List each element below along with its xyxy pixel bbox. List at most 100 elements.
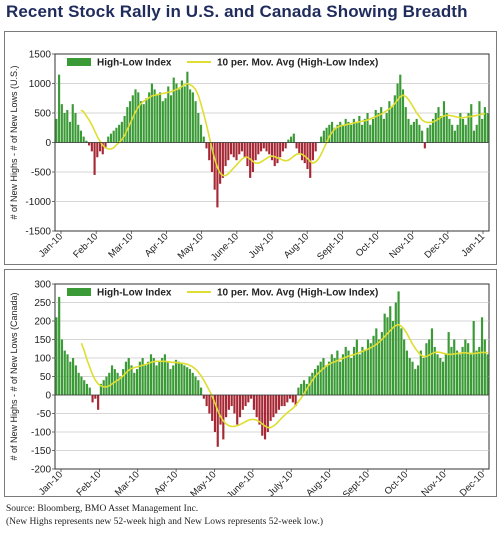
bar [447, 332, 450, 395]
y-tick-label: 50 [40, 372, 52, 383]
bar [235, 142, 238, 161]
bar [436, 354, 439, 395]
legend-label-bars: High-Low Index [97, 58, 172, 69]
bar [224, 142, 227, 167]
bar [158, 361, 161, 395]
bar [186, 71, 189, 143]
bar [363, 118, 366, 143]
bar [241, 395, 244, 410]
bar [233, 395, 236, 414]
bar [339, 121, 342, 143]
bar [320, 136, 323, 143]
bar [380, 107, 383, 143]
y-axis-label: # of New Highs - # of New Lows (Canada) [9, 292, 19, 460]
bar [281, 142, 284, 152]
bar [364, 350, 367, 395]
bar [294, 395, 297, 407]
bar [330, 354, 333, 395]
bar [139, 101, 143, 143]
bar [464, 339, 467, 395]
bar [107, 136, 110, 143]
x-tick-label: May-10 [188, 469, 218, 496]
bar [382, 118, 385, 143]
bar [421, 130, 424, 143]
bar [266, 395, 269, 432]
y-tick-label: 100 [34, 354, 51, 365]
bar [286, 395, 289, 403]
bar [127, 358, 130, 395]
y-tick-label: -150 [31, 446, 51, 457]
bar [483, 339, 486, 395]
bar [467, 113, 470, 143]
bar [251, 142, 254, 172]
bar [291, 395, 294, 403]
bar [325, 365, 328, 395]
bar [430, 328, 434, 395]
bar [194, 101, 197, 143]
bar [358, 354, 361, 395]
bar [352, 118, 355, 143]
x-tick-label: Nov-10 [387, 231, 416, 260]
x-tick-label: Feb-10 [71, 231, 100, 260]
bar [283, 395, 286, 407]
bar [290, 136, 293, 143]
x-tick-label: Dec-10 [423, 231, 452, 260]
bar [478, 346, 481, 395]
moving-average-line [80, 82, 486, 177]
bar [197, 380, 200, 395]
bar [225, 395, 228, 418]
bar [155, 365, 158, 395]
bar [229, 142, 233, 155]
us-chart-panel: 1500 1000 500 0 -500 -1000 -1500 Jan-10 Feb-10 Ma… [4, 31, 497, 265]
bar [71, 104, 74, 143]
bar [445, 113, 448, 143]
bar [161, 358, 164, 395]
bar [470, 104, 473, 143]
bar [63, 113, 66, 143]
bar [393, 95, 396, 143]
bar [366, 339, 370, 395]
bar [302, 380, 306, 395]
bar [434, 113, 437, 143]
bar [150, 83, 153, 143]
bar [408, 358, 411, 395]
bar [96, 142, 99, 158]
bar [130, 365, 133, 395]
bar [428, 339, 431, 395]
bar [344, 118, 347, 143]
bar [374, 110, 377, 143]
bar [227, 142, 230, 161]
bar [69, 361, 72, 395]
bar [123, 115, 126, 143]
bar [319, 361, 322, 395]
bar [77, 124, 80, 143]
bar [375, 328, 378, 395]
x-tick-label: June-10 [225, 469, 257, 496]
bar [108, 372, 111, 395]
bar [174, 359, 178, 395]
bar [255, 395, 258, 418]
bar [88, 387, 91, 395]
x-tick-label: May-10 [176, 231, 206, 261]
bar [453, 339, 456, 395]
x-tick-label: Sept-10 [315, 231, 346, 262]
x-tick-label: Aug-10 [282, 231, 311, 260]
bar [159, 92, 162, 143]
x-tick-label: Nov-10 [419, 469, 448, 496]
y-tick-label: 0 [45, 138, 51, 149]
x-tick-label: Apr-10 [152, 469, 180, 496]
bar [58, 74, 61, 143]
bar [292, 133, 295, 143]
y-tick-label: 1000 [29, 79, 52, 90]
y-tick-label: 150 [34, 335, 51, 346]
bar [306, 142, 309, 170]
bar [213, 142, 216, 190]
bar [243, 142, 246, 158]
bar [380, 332, 383, 395]
bar [311, 372, 314, 395]
bar [213, 395, 217, 432]
bar [389, 306, 392, 395]
bar [116, 372, 119, 395]
bar [440, 115, 443, 143]
bar [455, 350, 459, 395]
